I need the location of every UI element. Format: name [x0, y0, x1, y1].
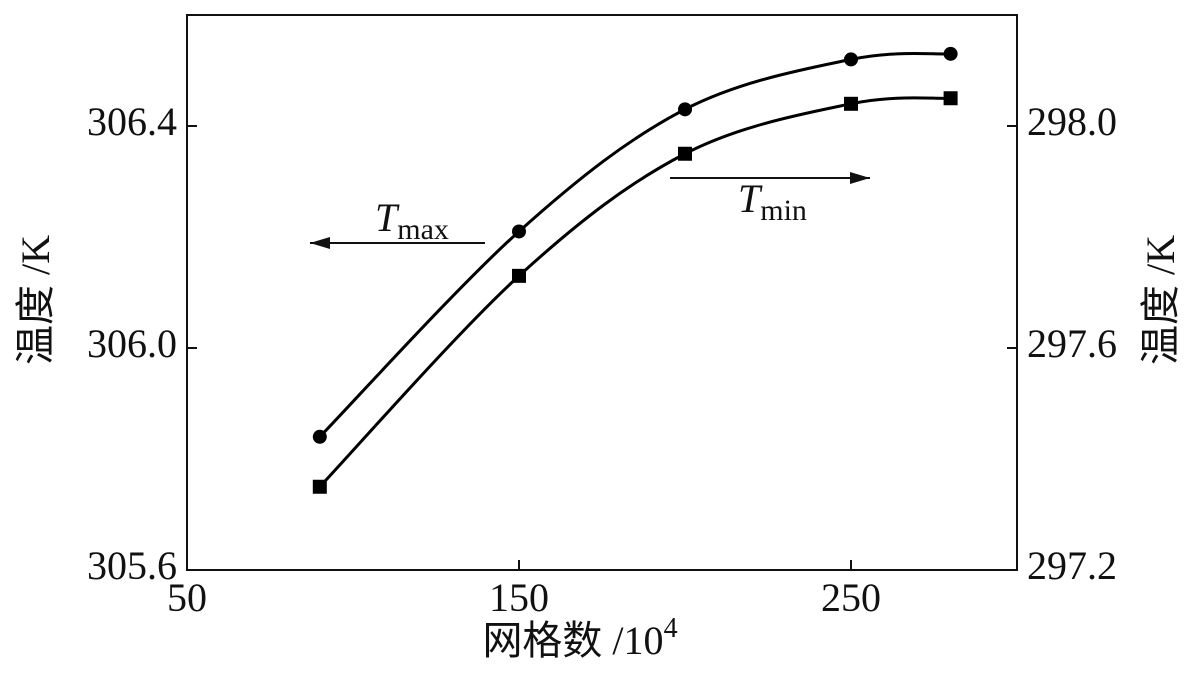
annotation-text: T	[738, 176, 763, 221]
series-line	[318, 96, 951, 488]
marker	[512, 224, 526, 239]
series-line	[318, 51, 951, 438]
arrow-head	[850, 172, 870, 184]
arrow-head	[310, 237, 330, 249]
annotation-text: T	[375, 195, 400, 240]
marker	[943, 46, 958, 61]
y-tick-label: 306.4	[87, 99, 177, 144]
y2-tick-label: 297.6	[1027, 321, 1117, 366]
marker	[678, 146, 692, 161]
y2-axis-label: 温度 /K	[1138, 235, 1183, 365]
y-tick-label: 305.6	[87, 543, 177, 588]
marker	[312, 429, 327, 444]
x-axis-label-sup: 4	[664, 613, 678, 644]
x-tick-label: 150	[489, 575, 549, 620]
marker	[943, 91, 958, 106]
marker	[512, 268, 526, 283]
marker	[844, 52, 858, 67]
x-tick-label: 50	[167, 575, 207, 620]
annotation: Tmax	[375, 195, 449, 246]
x-axis-label: 网格数 /104	[482, 613, 677, 663]
x-tick-label: 250	[821, 575, 881, 620]
annotation-sub: max	[397, 213, 449, 246]
marker	[844, 96, 858, 111]
y-tick-label: 306.0	[87, 321, 177, 366]
y-axis-label: 温度 /K	[13, 235, 58, 365]
y2-tick-label: 298.0	[1027, 99, 1117, 144]
plot-frame	[186, 14, 1018, 571]
marker	[312, 479, 327, 494]
annotation-sub: min	[760, 194, 807, 227]
y2-tick-label: 297.2	[1027, 543, 1117, 588]
x-axis-label-main: 网格数 /10	[482, 618, 663, 663]
annotation: Tmin	[738, 176, 807, 227]
marker	[678, 102, 692, 117]
